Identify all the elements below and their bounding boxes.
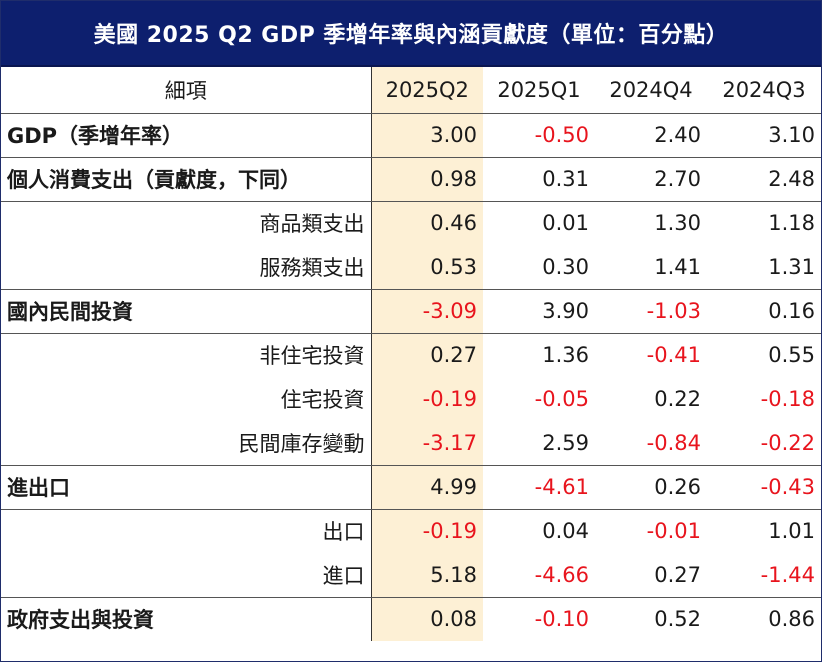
- header-row: 細項 2025Q2 2025Q1 2024Q4 2024Q3: [1, 67, 821, 114]
- row-label: 國內民間投資: [1, 289, 372, 334]
- value-cell: -4.66: [483, 553, 595, 598]
- row-label: 住宅投資: [1, 377, 372, 421]
- row-label: 民間庫存變動: [1, 421, 372, 466]
- table-row: 政府支出與投資 0.08 -0.10 0.52 0.86: [1, 597, 821, 641]
- value-cell: 0.98: [371, 157, 483, 202]
- row-label: GDP（季增年率）: [1, 113, 372, 158]
- value-cell: 0.01: [542, 211, 589, 236]
- row-label: 商品類支出: [1, 201, 372, 245]
- value-cell: 0.31: [483, 157, 595, 202]
- row-label: 非住宅投資: [1, 333, 372, 377]
- value-cell: 0.26: [595, 465, 707, 510]
- value-cell: -0.50: [483, 113, 595, 158]
- table-row: 住宅投資 -0.19 -0.05 0.22 -0.18: [1, 377, 821, 421]
- value-cell: 1.30: [654, 211, 701, 236]
- table-row: 出口 -0.19 0.04 -0.01 1.01: [1, 509, 821, 553]
- table-row: 服務類支出 0.53 0.30 1.41 1.31: [1, 245, 821, 290]
- table-row: GDP（季增年率） 3.00 -0.50 2.40 3.10: [1, 113, 821, 158]
- value-cell: 3.10: [707, 113, 821, 158]
- value-cell: 5.18: [371, 553, 483, 598]
- value-cell: -0.01: [646, 519, 701, 544]
- table-row: 進口 5.18 -4.66 0.27 -1.44: [1, 553, 821, 598]
- value-cell: -0.18: [760, 387, 815, 411]
- table-row: 非住宅投資 0.27 1.36 -0.41 0.55: [1, 333, 821, 377]
- value-cell: -1.03: [595, 289, 707, 334]
- value-cell: 0.22: [654, 387, 701, 411]
- column-header-period: 2025Q1: [483, 67, 595, 114]
- value-cell: 1.18: [768, 211, 815, 236]
- table-row: 進出口 4.99 -4.61 0.26 -0.43: [1, 465, 821, 510]
- table-row: 商品類支出 0.46 0.01 1.30 1.18: [1, 201, 821, 245]
- value-cell: 0.53: [371, 245, 483, 290]
- value-cell: -0.43: [707, 465, 821, 510]
- value-cell: 2.48: [707, 157, 821, 202]
- table-title: 美國 2025 Q2 GDP 季增年率與內涵貢獻度（單位：百分點）: [1, 1, 821, 67]
- row-label: 服務類支出: [1, 245, 372, 290]
- value-cell: -0.84: [595, 421, 707, 466]
- value-cell: -3.09: [371, 289, 483, 334]
- row-label: 進出口: [1, 465, 372, 510]
- value-cell: 0.16: [707, 289, 821, 334]
- value-cell: 0.86: [768, 607, 815, 632]
- table-row: 個人消費支出（貢獻度，下同） 0.98 0.31 2.70 2.48: [1, 157, 821, 202]
- value-cell: -0.19: [371, 509, 483, 553]
- value-cell: -0.19: [371, 377, 483, 421]
- value-cell: 1.31: [707, 245, 821, 290]
- value-cell: 0.04: [542, 519, 589, 544]
- value-cell: 3.00: [371, 113, 483, 158]
- value-cell: -3.17: [371, 421, 483, 466]
- value-cell: 1.36: [542, 343, 589, 368]
- value-cell: -0.41: [646, 343, 701, 368]
- value-cell: 0.52: [654, 607, 701, 632]
- value-cell: 0.08: [371, 597, 483, 641]
- value-cell: 0.46: [371, 201, 483, 245]
- value-cell: -0.05: [534, 387, 589, 411]
- gdp-contribution-table: 細項 2025Q2 2025Q1 2024Q4 2024Q3 GDP（季增年率）…: [1, 67, 821, 641]
- value-cell: 2.70: [595, 157, 707, 202]
- value-cell: 1.01: [768, 519, 815, 544]
- column-header-period: 2024Q4: [595, 67, 707, 114]
- value-cell: 0.27: [371, 333, 483, 377]
- value-cell: 0.55: [768, 343, 815, 368]
- row-label: 進口: [1, 553, 372, 598]
- value-cell: -0.10: [534, 607, 589, 632]
- row-label: 出口: [1, 509, 372, 553]
- column-header-period: 2024Q3: [707, 67, 821, 114]
- value-cell: -4.61: [483, 465, 595, 510]
- value-cell: 2.59: [483, 421, 595, 466]
- value-cell: 2.40: [595, 113, 707, 158]
- value-cell: 4.99: [371, 465, 483, 510]
- value-cell: 3.90: [483, 289, 595, 334]
- column-header-period: 2025Q2: [371, 67, 483, 114]
- column-header-item: 細項: [1, 67, 372, 114]
- table-body: GDP（季增年率） 3.00 -0.50 2.40 3.10 個人消費支出（貢獻度，下同）…: [1, 113, 821, 641]
- table-row: 國內民間投資 -3.09 3.90 -1.03 0.16: [1, 289, 821, 334]
- value-cell: -0.22: [707, 421, 821, 466]
- value-cell: 0.30: [483, 245, 595, 290]
- row-label: 個人消費支出（貢獻度，下同）: [1, 157, 372, 202]
- row-label: 政府支出與投資: [1, 597, 372, 641]
- table-row: 民間庫存變動 -3.17 2.59 -0.84 -0.22: [1, 421, 821, 466]
- value-cell: 0.27: [595, 553, 707, 598]
- value-cell: -1.44: [707, 553, 821, 598]
- value-cell: 1.41: [595, 245, 707, 290]
